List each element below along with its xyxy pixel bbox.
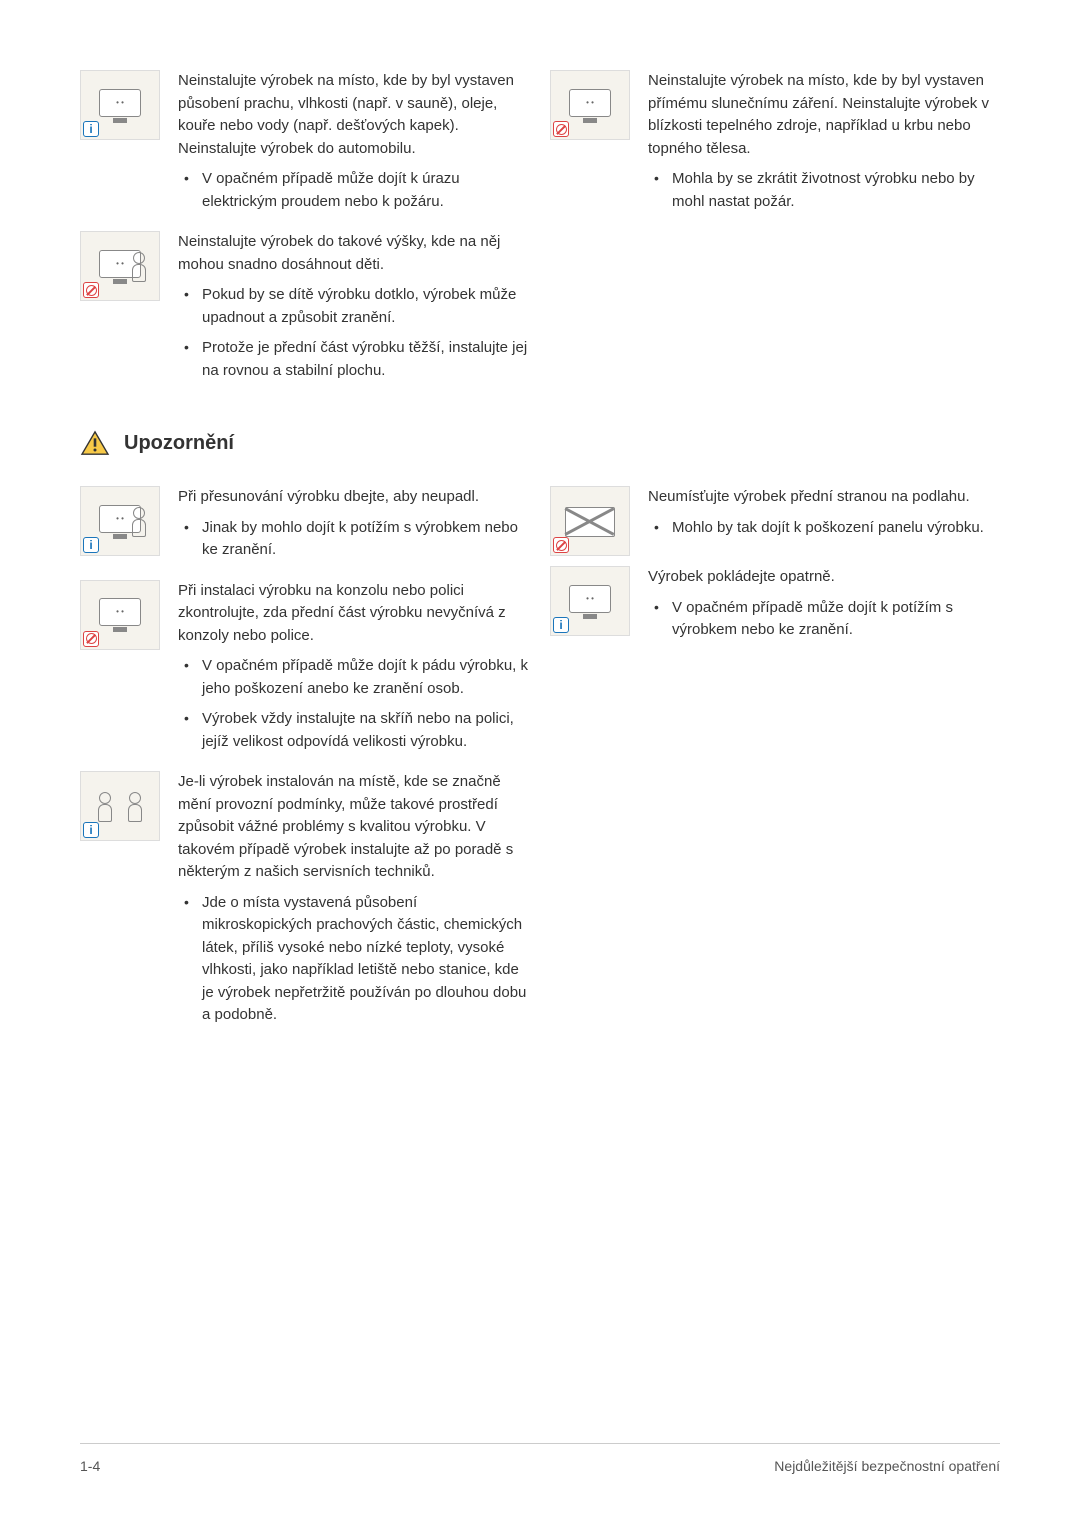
safety-item: • • Neinstalujte výrobek do takové výšky… (80, 231, 530, 390)
section-heading: Upozornění (80, 428, 1000, 458)
bullet-item: Mohlo by tak dojít k poškození panelu vý… (672, 517, 1000, 540)
item-content: Při instalaci výrobku na konzolu nebo po… (178, 580, 530, 762)
safety-item: Neumísťujte výrobek přední stranou na po… (550, 486, 1000, 556)
item-text: Při přesunování výrobku dbejte, aby neup… (178, 486, 530, 509)
item-text: Výrobek pokládejte opatrně. (648, 566, 1000, 589)
item-text: Neinstalujte výrobek na místo, kde by by… (178, 70, 530, 160)
section-2: • • i Při přesunování výrobku dbejte, ab… (80, 486, 1000, 1045)
info-badge-icon: i (83, 537, 99, 553)
item-content: Neumísťujte výrobek přední stranou na po… (648, 486, 1000, 556)
item-content: Výrobek pokládejte opatrně. V opačném př… (648, 566, 1000, 650)
bullet-item: V opačném případě může dojít k úrazu ele… (202, 168, 530, 213)
left-column: • • i Neinstalujte výrobek na místo, kde… (80, 70, 530, 400)
info-badge-icon: i (83, 822, 99, 838)
prohibit-badge-icon (553, 537, 569, 553)
bullet-item: Jde o místa vystavená působení mikroskop… (202, 892, 530, 1027)
illustration-icon: • • i (550, 566, 630, 636)
safety-item: • • Při instalaci výrobku na konzolu neb… (80, 580, 530, 762)
page-footer: 1-4 Nejdůležitější bezpečnostní opatření (80, 1443, 1000, 1477)
bullet-item: V opačném případě může dojít k pádu výro… (202, 655, 530, 700)
item-text: Neinstalujte výrobek do takové výšky, kd… (178, 231, 530, 276)
item-text: Neinstalujte výrobek na místo, kde by by… (648, 70, 1000, 160)
bullet-item: Výrobek vždy instalujte na skříň nebo na… (202, 708, 530, 753)
item-content: Neinstalujte výrobek na místo, kde by by… (648, 70, 1000, 221)
section-1: • • i Neinstalujte výrobek na místo, kde… (80, 70, 1000, 400)
illustration-icon: i (80, 771, 160, 841)
page-number: 1-4 (80, 1456, 100, 1477)
item-content: Neinstalujte výrobek na místo, kde by by… (178, 70, 530, 221)
bullet-item: Mohla by se zkrátit životnost výrobku ne… (672, 168, 1000, 213)
info-badge-icon: i (83, 121, 99, 137)
illustration-icon: • • (80, 580, 160, 650)
left-column: • • i Při přesunování výrobku dbejte, ab… (80, 486, 530, 1045)
item-content: Neinstalujte výrobek do takové výšky, kd… (178, 231, 530, 390)
item-text: Neumísťujte výrobek přední stranou na po… (648, 486, 1000, 509)
safety-item: • • i Výrobek pokládejte opatrně. V opač… (550, 566, 1000, 650)
right-column: Neumísťujte výrobek přední stranou na po… (550, 486, 1000, 1045)
safety-item: • • Neinstalujte výrobek na místo, kde b… (550, 70, 1000, 221)
illustration-icon: • • i (80, 70, 160, 140)
safety-item: i Je-li výrobek instalován na místě, kde… (80, 771, 530, 1035)
safety-item: • • i Při přesunování výrobku dbejte, ab… (80, 486, 530, 570)
prohibit-badge-icon (83, 631, 99, 647)
illustration-icon: • • i (80, 486, 160, 556)
bullet-item: V opačném případě může dojít k potížím s… (672, 597, 1000, 642)
bullet-item: Protože je přední část výrobku těžší, in… (202, 337, 530, 382)
bullet-item: Pokud by se dítě výrobku dotklo, výrobek… (202, 284, 530, 329)
safety-item: • • i Neinstalujte výrobek na místo, kde… (80, 70, 530, 221)
info-badge-icon: i (553, 617, 569, 633)
illustration-icon: • • (80, 231, 160, 301)
prohibit-badge-icon (83, 282, 99, 298)
illustration-icon: • • (550, 70, 630, 140)
item-content: Je-li výrobek instalován na místě, kde s… (178, 771, 530, 1035)
right-column: • • Neinstalujte výrobek na místo, kde b… (550, 70, 1000, 400)
item-content: Při přesunování výrobku dbejte, aby neup… (178, 486, 530, 570)
bullet-item: Jinak by mohlo dojít k potížím s výrobke… (202, 517, 530, 562)
warning-triangle-icon (80, 430, 110, 456)
illustration-icon (550, 486, 630, 556)
heading-text: Upozornění (124, 428, 234, 458)
footer-title: Nejdůležitější bezpečnostní opatření (774, 1456, 1000, 1477)
prohibit-badge-icon (553, 121, 569, 137)
item-text: Je-li výrobek instalován na místě, kde s… (178, 771, 530, 884)
item-text: Při instalaci výrobku na konzolu nebo po… (178, 580, 530, 648)
